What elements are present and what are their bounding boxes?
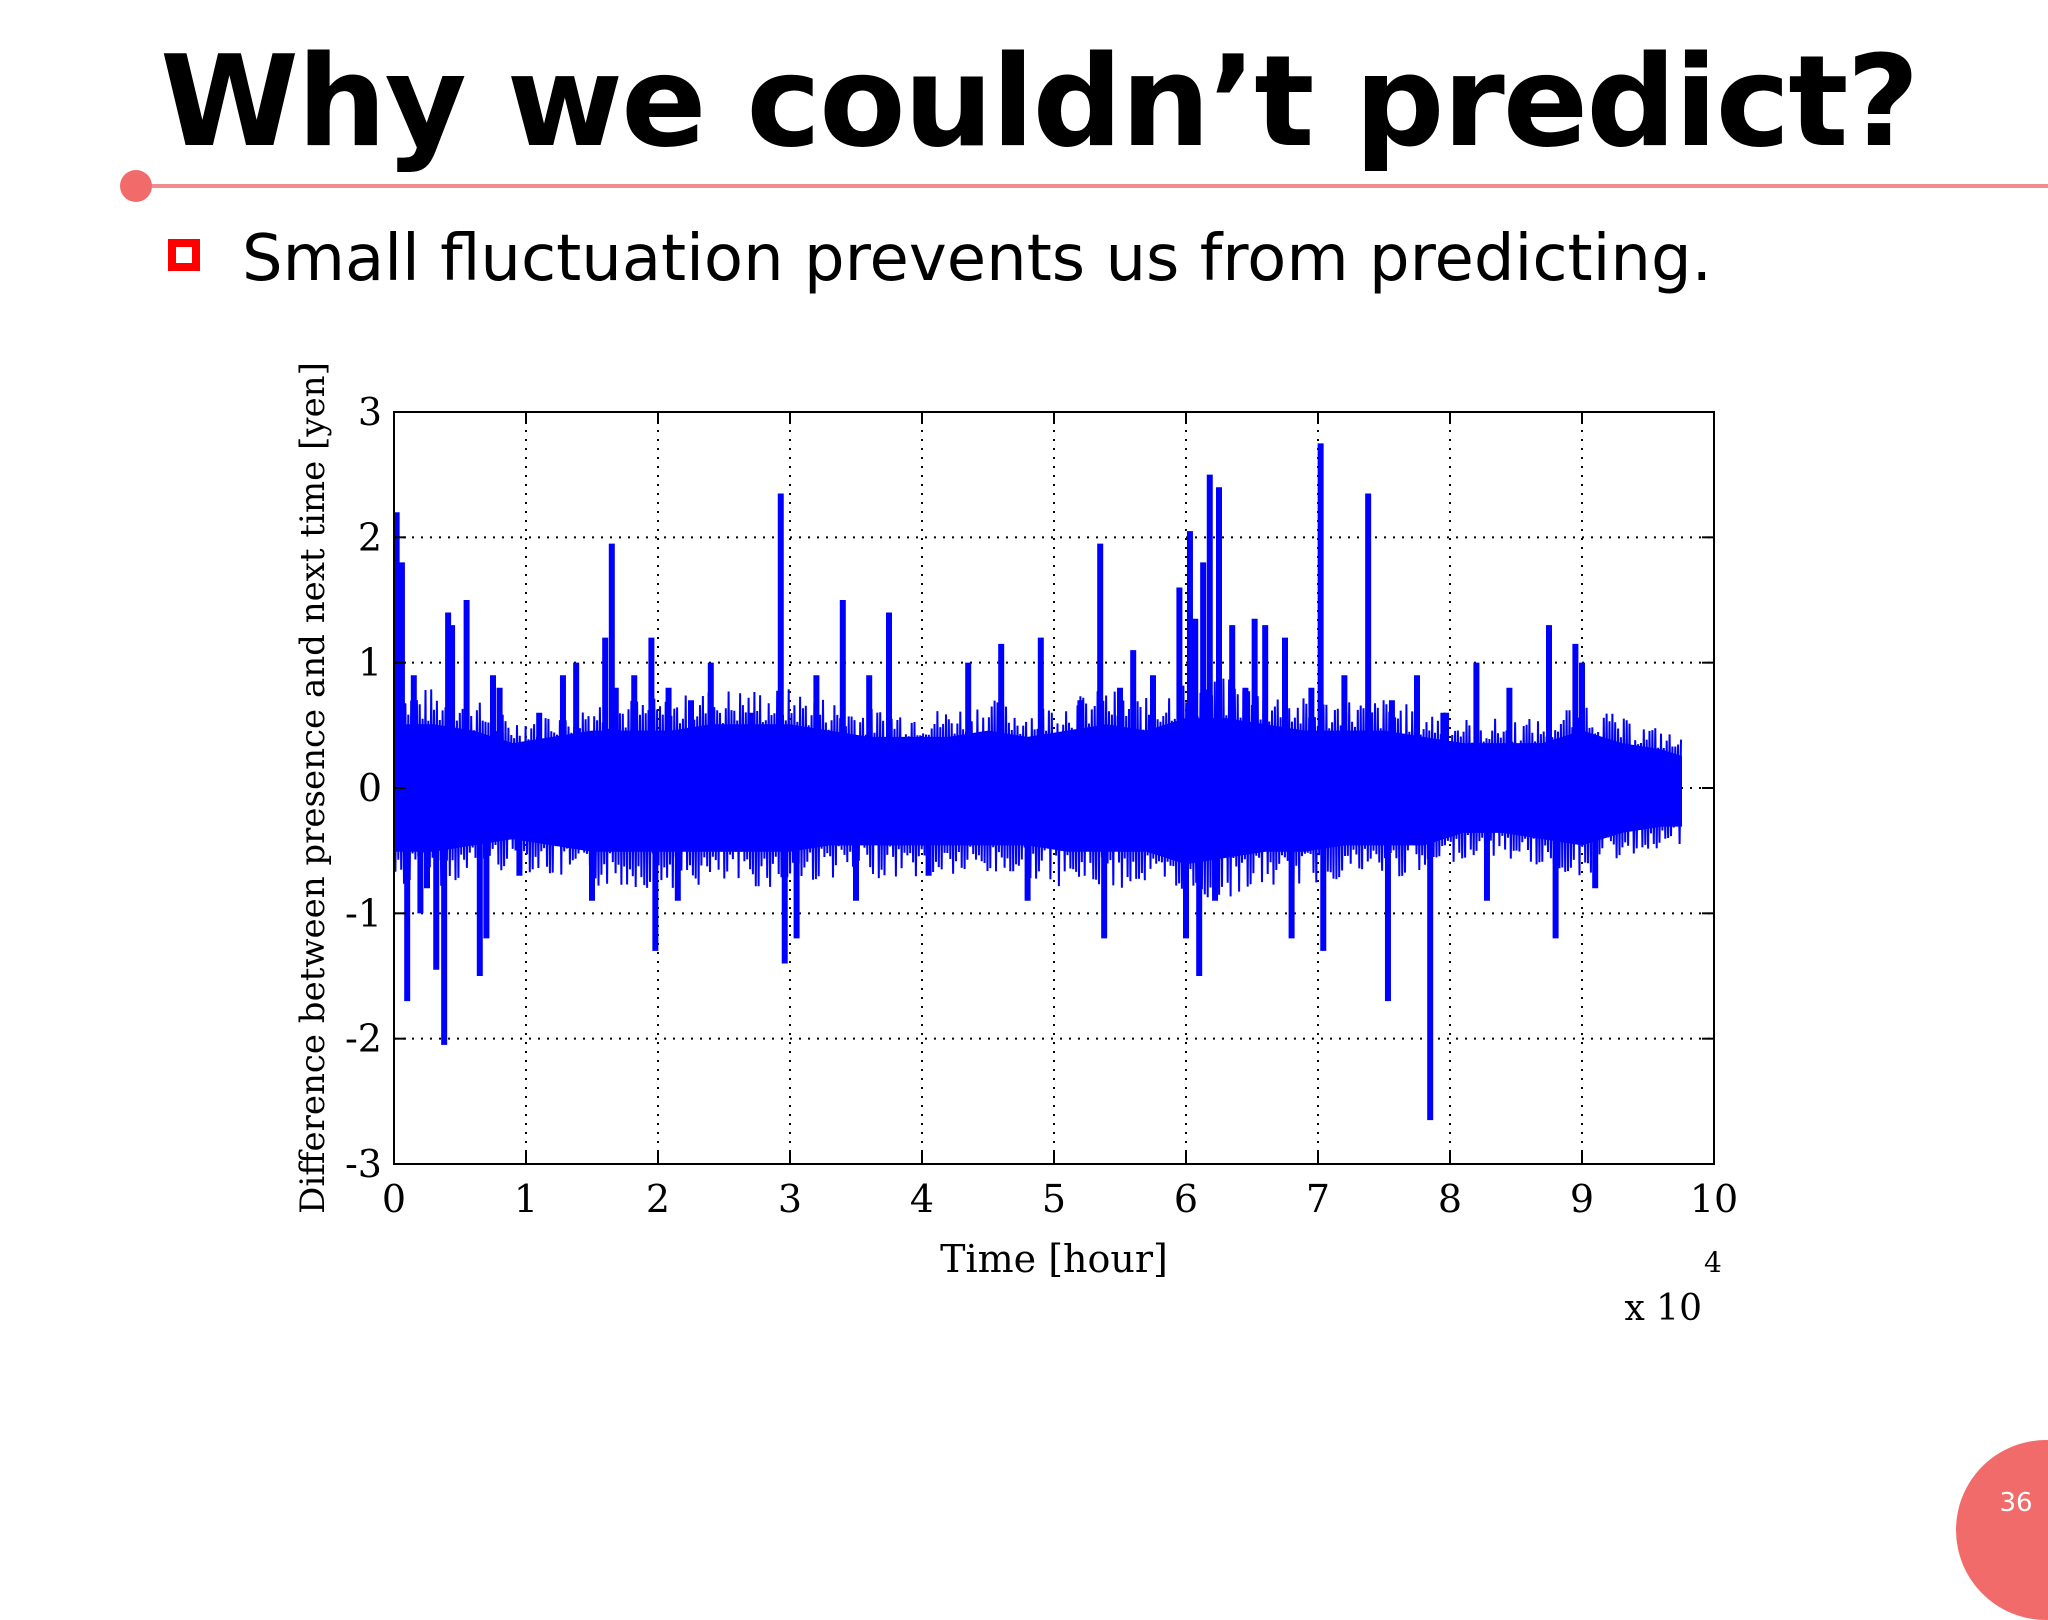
x-tick-label: 9	[1570, 1177, 1594, 1221]
page-corner-badge	[1956, 1440, 2048, 1620]
x-tick-label: 1	[514, 1177, 538, 1221]
bullet-text: Small fluctuation prevents us from predi…	[242, 222, 1712, 296]
x-tick-label: 2	[646, 1177, 670, 1221]
series-layer	[393, 443, 1682, 1121]
tick-labels: 0 1 2 3 4 5 6 7 8 9 10 -3 -2 -1 0 1 2 3	[345, 390, 1738, 1221]
square-bullet-icon	[168, 239, 200, 271]
y-tick-label: 0	[358, 766, 382, 810]
y-tick-label: -3	[345, 1142, 382, 1186]
y-axis-label: Difference between presence and next tim…	[293, 362, 333, 1214]
fluctuation-chart: 0 1 2 3 4 5 6 7 8 9 10 -3 -2 -1 0 1 2 3 Time [hour] Diffe…	[280, 360, 1760, 1340]
x-multiplier-exponent: 4	[1704, 1246, 1722, 1279]
y-tick-label: -2	[345, 1017, 382, 1061]
series-fluctuation-line	[393, 678, 1682, 906]
x-tick-label: 8	[1438, 1177, 1462, 1221]
x-tick-label: 4	[910, 1177, 934, 1221]
x-multiplier: x 10	[1624, 1288, 1702, 1329]
page-number: 36	[1999, 1488, 2033, 1518]
y-tick-label: -1	[345, 891, 382, 935]
title-bullet-dot	[120, 170, 152, 202]
x-tick-label: 3	[778, 1177, 802, 1221]
tick-marks	[393, 411, 1715, 1165]
y-tick-label: 3	[358, 390, 382, 434]
x-tick-label: 10	[1690, 1177, 1738, 1221]
slide-title: Why we couldn’t predict?	[160, 28, 1920, 175]
x-tick-label: 6	[1174, 1177, 1198, 1221]
x-tick-label: 7	[1306, 1177, 1330, 1221]
x-tick-label: 5	[1042, 1177, 1066, 1221]
y-tick-label: 2	[358, 515, 382, 559]
chart-canvas: 0 1 2 3 4 5 6 7 8 9 10 -3 -2 -1 0 1 2 3 Time [hour] Diffe…	[293, 362, 1738, 1329]
x-axis-label: Time [hour]	[940, 1237, 1168, 1281]
y-tick-label: 1	[358, 641, 382, 685]
title-underline	[150, 184, 2048, 188]
x-tick-label: 0	[382, 1177, 406, 1221]
